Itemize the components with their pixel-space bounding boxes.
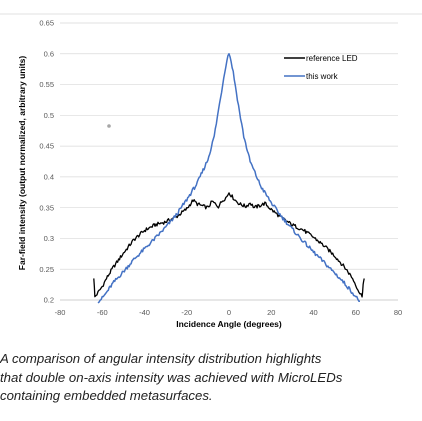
caption-line: that double on-axis intensity was achiev… bbox=[0, 369, 343, 385]
series-layer bbox=[93, 53, 365, 304]
y-tick-label: 0.3 bbox=[44, 234, 54, 243]
legend-label-this-work: this work bbox=[306, 72, 339, 81]
x-tick-label: 40 bbox=[309, 308, 317, 317]
chart: 0.2 0.25 0.3 0.35 0.4 0.45 0.5 0.55 0.6 0.65 -80-… bbox=[0, 13, 422, 329]
x-tick-label: 20 bbox=[267, 308, 275, 317]
x-tick-label: -60 bbox=[97, 308, 108, 317]
x-tick-label: 60 bbox=[352, 308, 360, 317]
x-tick-label: 0 bbox=[227, 308, 231, 317]
y-tick-label: 0.4 bbox=[44, 172, 54, 181]
y-tick-labels: 0.2 0.25 0.3 0.35 0.4 0.45 0.5 0.55 0.6 0.65 bbox=[39, 19, 54, 305]
stray-marker bbox=[107, 124, 111, 128]
y-tick-label: 0.2 bbox=[44, 296, 54, 305]
legend-label-reference-led: reference LED bbox=[306, 54, 358, 63]
series-line-reference-led bbox=[93, 192, 365, 298]
x-tick-label: 80 bbox=[394, 308, 402, 317]
y-axis-title: Far-field intensity (output normalized, … bbox=[17, 56, 27, 271]
x-tick-label: -80 bbox=[55, 308, 66, 317]
chart-svg: 0.20.250.30.350.40.450.50.550.60.65 -80-… bbox=[0, 13, 422, 329]
caption-line: containing embedded metasurfaces. bbox=[0, 388, 213, 403]
y-tick-label: 0.25 bbox=[39, 265, 54, 274]
x-tick-label: -20 bbox=[181, 308, 192, 317]
series-line-this-work bbox=[97, 53, 360, 304]
x-tick-labels: -80 -60 -40 -20 0 20 40 60 80 bbox=[55, 308, 403, 317]
y-tick-label: 0.65 bbox=[39, 19, 54, 28]
legend: reference LED this work bbox=[284, 54, 358, 81]
y-tick-label: 0.35 bbox=[39, 203, 54, 212]
x-axis-title: Incidence Angle (degrees) bbox=[176, 319, 282, 329]
y-tick-label: 0.5 bbox=[44, 111, 54, 120]
y-tick-label: 0.6 bbox=[44, 49, 54, 58]
y-tick-label: 0.45 bbox=[39, 142, 54, 151]
caption-line: A comparison of angular intensity distri… bbox=[0, 351, 322, 366]
y-tick-label: 0.55 bbox=[39, 80, 54, 89]
x-tick-label: -40 bbox=[139, 308, 150, 317]
figure-caption: A comparison of angular intensity distri… bbox=[0, 350, 422, 406]
